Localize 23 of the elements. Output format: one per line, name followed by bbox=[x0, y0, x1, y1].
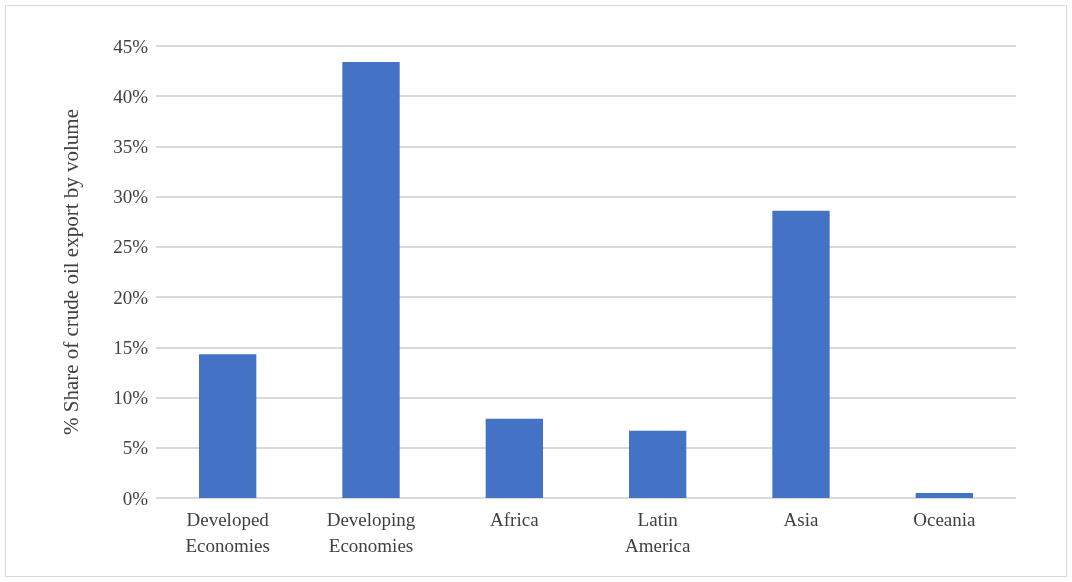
bar bbox=[485, 418, 543, 498]
y-tick-label: 10% bbox=[113, 387, 149, 409]
y-tick-label: 40% bbox=[113, 85, 149, 107]
y-tick-label: 5% bbox=[122, 437, 149, 459]
y-tick-label: 25% bbox=[113, 236, 149, 258]
bar bbox=[915, 492, 973, 498]
y-axis-title: % Share of crude oil export by volume bbox=[58, 109, 83, 435]
y-tick-label: 45% bbox=[113, 35, 149, 57]
bar bbox=[772, 210, 830, 498]
y-tick-label: 35% bbox=[113, 135, 149, 157]
y-tick-label: 0% bbox=[122, 487, 149, 509]
y-tick-label: 20% bbox=[113, 286, 149, 308]
x-tick-label: Developed Economies bbox=[185, 508, 270, 556]
x-tick-label: Africa bbox=[490, 508, 540, 530]
y-tick-label: 30% bbox=[113, 186, 149, 208]
x-tick-label: Latin America bbox=[624, 508, 691, 556]
x-tick-label: Developing Economies bbox=[326, 508, 416, 556]
x-tick-label: Oceania bbox=[913, 508, 977, 530]
bar bbox=[199, 354, 257, 498]
bar bbox=[342, 62, 400, 498]
bar bbox=[629, 430, 687, 498]
x-tick-label: Asia bbox=[783, 508, 819, 530]
y-tick-label: 15% bbox=[113, 336, 149, 358]
